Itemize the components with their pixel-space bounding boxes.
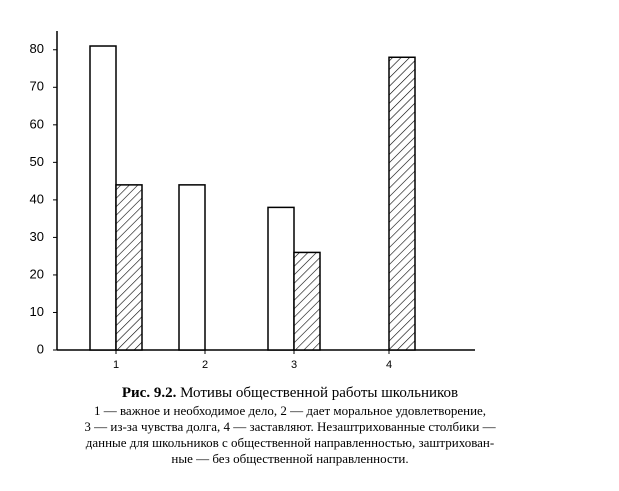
caption-line: данные для школьников с общественной нап…: [85, 435, 495, 450]
y-tick-label: 50: [30, 154, 44, 169]
bar: [388, 56, 416, 351]
caption-line: 1 — важное и необходимое дело, 2 — дает …: [93, 403, 487, 418]
bar: [267, 206, 295, 351]
caption: Рис. 9.2. Мотивы общественной работы шко…: [40, 385, 540, 467]
bar: [115, 184, 143, 351]
y-tick-label: 20: [30, 266, 44, 281]
x-tick-label: 1: [113, 359, 119, 371]
bar: [178, 184, 206, 351]
y-tick-label: 70: [30, 79, 44, 94]
caption-line: 3 — из-за чувства долга, 4 — заставляют.…: [84, 419, 496, 434]
bar: [293, 251, 321, 351]
bar: [89, 45, 117, 351]
chart: 0 10 20 30 40 50 60 70 80 1 2 3 4: [30, 31, 475, 371]
y-tick-label: 40: [30, 191, 44, 206]
y-tick-label: 10: [30, 304, 44, 319]
x-tick-label: 3: [291, 359, 297, 371]
y-tick-label: 60: [30, 116, 44, 131]
caption-title: Мотивы общественной работы школьников: [180, 385, 459, 401]
caption-line: ные — без общественной направленности.: [171, 451, 409, 466]
y-tick-label: 30: [30, 229, 44, 244]
caption-label: Рис. 9.2.: [121, 385, 177, 401]
y-tick-label: 80: [30, 41, 44, 56]
x-tick-label: 4: [386, 359, 392, 371]
y-tick-label: 0: [37, 341, 44, 356]
x-tick-label: 2: [202, 359, 208, 371]
caption-title-line: Рис. 9.2. Мотивы общественной работы шко…: [40, 385, 540, 401]
